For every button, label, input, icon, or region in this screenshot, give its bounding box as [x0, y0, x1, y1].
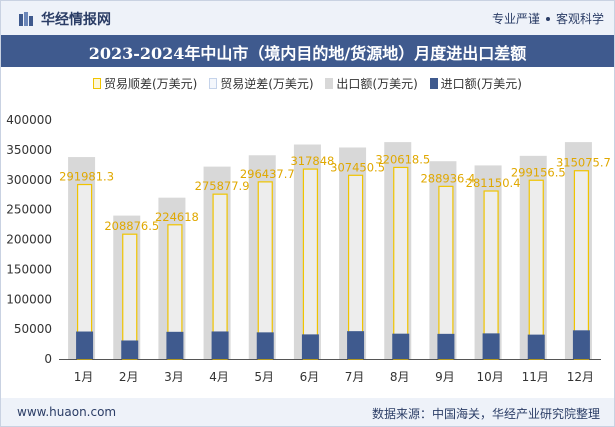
surplus-data-label: 291981.3 [59, 170, 114, 184]
import-bar [392, 333, 410, 359]
surplus-data-label: 224618 [155, 210, 199, 224]
surplus-data-label: 288936.4 [420, 171, 475, 185]
footer-bar: www.huaon.com 数据来源：中国海关，华经产业研究院整理 [1, 398, 614, 426]
surplus-data-label: 299156.5 [511, 165, 566, 179]
import-bar [121, 340, 139, 359]
surplus-data-label: 281150.4 [466, 176, 521, 190]
x-tick-label: 8月 [390, 370, 410, 384]
surplus-bar [393, 166, 409, 360]
title-bar: 2023-2024年中山市（境内目的地/货源地）月度进出口差额 [1, 35, 614, 67]
footer-website: www.huaon.com [17, 405, 117, 419]
import-bar [527, 334, 545, 359]
import-bar [437, 333, 455, 359]
legend-item-export: 出口额(万美元) [325, 75, 418, 92]
y-tick-label: 50000 [14, 322, 52, 336]
import-bar [301, 334, 319, 359]
surplus-data-label: 307450.5 [330, 160, 385, 174]
legend-swatch-surplus [93, 78, 101, 89]
legend-item-import: 进口额(万美元) [429, 75, 522, 92]
import-bar [482, 333, 500, 359]
surplus-bar [122, 233, 138, 360]
y-tick-label: 200000 [6, 233, 52, 247]
x-tick-label: 12月 [567, 370, 594, 384]
chart-legend: 贸易顺差(万美元) 贸易逆差(万美元) 出口额(万美元) 进口额(万美元) [1, 75, 614, 92]
y-tick-label: 0 [44, 352, 52, 366]
x-tick-label: 7月 [345, 370, 365, 384]
x-tick-label: 10月 [476, 370, 503, 384]
chart-plot: 0 50000 100000 150000 200000 250000 300000 3500… [6, 113, 611, 384]
import-bar [76, 331, 94, 359]
legend-swatch-export [325, 78, 334, 89]
surplus-bar [302, 168, 319, 360]
import-bar [256, 332, 274, 359]
legend-label-import: 进口额(万美元) [440, 77, 522, 91]
surplus-data-label: 320618.5 [375, 152, 430, 166]
legend-swatch-deficit [209, 78, 218, 89]
import-bar [166, 331, 184, 359]
tagline: 专业严谨 客观科学 [492, 10, 604, 27]
legend-label-surplus: 贸易顺差(万美元) [104, 77, 198, 91]
y-tick-label: 300000 [6, 173, 52, 187]
x-tick-label: 6月 [300, 370, 320, 384]
surplus-data-label: 317848 [290, 154, 334, 168]
legend-label-deficit: 贸易逆差(万美元) [220, 77, 314, 91]
surplus-bar [528, 179, 544, 360]
y-tick-label: 400000 [6, 113, 52, 127]
legend-label-export: 出口额(万美元) [336, 77, 418, 91]
import-bar [211, 331, 229, 359]
chart-title: 2023-2024年中山市（境内目的地/货源地）月度进出口差额 [88, 44, 527, 63]
x-tick-label: 1月 [74, 370, 94, 384]
legend-swatch-import [429, 78, 438, 89]
surplus-data-label: 275877.9 [195, 179, 250, 193]
tagline-1: 专业严谨 [491, 12, 540, 26]
legend-item-deficit: 贸易逆差(万美元) [209, 75, 314, 92]
x-tick-label: 11月 [522, 370, 549, 384]
y-tick-label: 250000 [6, 203, 52, 217]
tagline-dot-icon [545, 16, 550, 21]
x-tick-label: 3月 [164, 370, 184, 384]
y-tick-label: 350000 [6, 143, 52, 157]
legend-item-surplus: 贸易顺差(万美元) [93, 75, 197, 92]
tagline-2: 客观科学 [555, 12, 604, 26]
footer-source: 数据来源：中国海关，华经产业研究院整理 [371, 407, 600, 421]
x-tick-label: 2月 [119, 370, 139, 384]
brand-logo-icon [19, 12, 33, 26]
surplus-bar [438, 185, 454, 360]
surplus-data-label: 208876.5 [104, 219, 159, 233]
top-bar: 华经情报网 专业严谨 客观科学 [1, 1, 614, 35]
x-tick-label: 5月 [254, 370, 274, 384]
y-tick-label: 150000 [6, 262, 52, 276]
x-tick-label: 9月 [435, 370, 455, 384]
import-bar [572, 330, 590, 359]
surplus-data-label: 315075.7 [556, 156, 611, 170]
surplus-data-label: 296437.7 [240, 167, 295, 181]
y-tick-label: 100000 [6, 292, 52, 306]
import-bar [347, 331, 365, 359]
brand-name: 华经情报网 [41, 12, 111, 28]
x-tick-label: 4月 [209, 370, 229, 384]
